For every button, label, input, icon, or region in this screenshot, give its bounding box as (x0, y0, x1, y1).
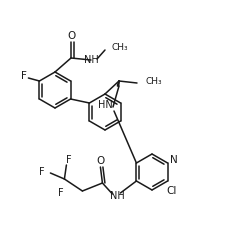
Text: F: F (66, 155, 71, 165)
Text: CH₃: CH₃ (145, 77, 162, 87)
Text: F: F (58, 188, 63, 198)
Text: Cl: Cl (166, 186, 177, 196)
Text: F: F (21, 71, 27, 81)
Text: N: N (170, 155, 177, 165)
Text: CH₃: CH₃ (111, 43, 128, 51)
Text: HN: HN (98, 100, 112, 110)
Text: O: O (96, 156, 104, 166)
Text: NH: NH (84, 55, 98, 65)
Text: O: O (67, 31, 75, 41)
Text: F: F (39, 167, 44, 177)
Text: NH: NH (110, 191, 125, 201)
